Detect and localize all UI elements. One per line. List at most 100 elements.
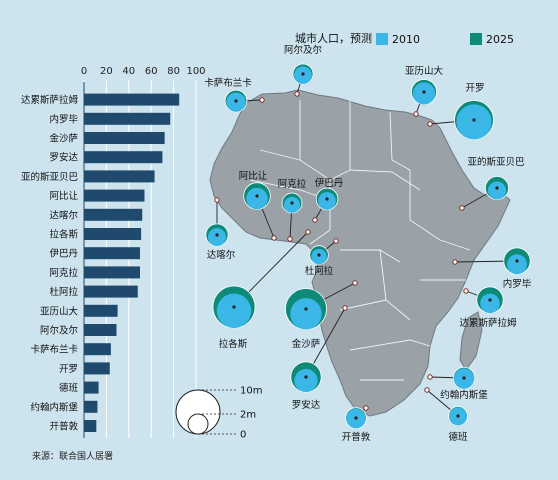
city-label: 杜阿拉 bbox=[305, 265, 334, 277]
bubble-center bbox=[304, 307, 308, 311]
category-label: 卡萨布兰卡 bbox=[30, 344, 78, 356]
category-label: 罗安达 bbox=[49, 152, 78, 164]
city-label: 德班 bbox=[448, 431, 468, 443]
bubble-center bbox=[462, 376, 466, 380]
bar bbox=[84, 93, 180, 106]
size-circle-2m bbox=[187, 413, 209, 435]
bar bbox=[84, 343, 111, 356]
bubble-center bbox=[472, 118, 476, 122]
category-label: 阿比让 bbox=[49, 190, 78, 202]
bar-chart: 0 20 40 60 80 100 达累斯萨拉姆内罗毕金沙萨罗安达亚的斯亚贝巴阿比让达喀尔拉… bbox=[21, 66, 206, 438]
bar bbox=[84, 420, 97, 432]
legend-label: 2025 bbox=[486, 33, 514, 46]
bar bbox=[84, 324, 117, 336]
category-label: 亚的斯亚贝巴 bbox=[21, 171, 78, 183]
bubble-center bbox=[290, 201, 294, 205]
city-label: 亚历山大 bbox=[405, 65, 444, 77]
bubble-2010 bbox=[311, 248, 327, 265]
city-label: 拉各斯 bbox=[219, 338, 248, 350]
bubble-2010 bbox=[487, 181, 507, 200]
city-marker bbox=[342, 305, 348, 311]
chart-title: 城市人口，预测 bbox=[295, 31, 372, 45]
bubble-2010 bbox=[290, 298, 322, 330]
africa-landmass bbox=[209, 89, 511, 417]
bar bbox=[84, 170, 155, 183]
bubble-center bbox=[215, 233, 219, 237]
bar bbox=[84, 247, 140, 260]
bubble-2010 bbox=[507, 254, 527, 275]
category-label: 德班 bbox=[59, 382, 79, 394]
bubble-center bbox=[488, 298, 492, 302]
category-label: 亚历山大 bbox=[40, 305, 79, 317]
city-label: 达喀尔 bbox=[207, 249, 236, 261]
size-label: 0 bbox=[240, 430, 246, 441]
bubble-center bbox=[234, 99, 238, 103]
x-tick-label: 80 bbox=[167, 66, 180, 77]
city-label: 卡萨布兰卡 bbox=[204, 77, 252, 89]
city-marker bbox=[427, 374, 433, 380]
city-marker bbox=[459, 205, 465, 211]
bar bbox=[84, 266, 140, 279]
bubble-center bbox=[495, 186, 499, 190]
bar bbox=[84, 208, 143, 221]
city-label: 阿尔及尔 bbox=[284, 44, 323, 56]
city-marker bbox=[424, 387, 430, 393]
city-label: 开罗 bbox=[465, 83, 484, 94]
bubble-center bbox=[325, 197, 329, 201]
category-label: 杜阿拉 bbox=[49, 286, 78, 298]
city-label: 罗安达 bbox=[292, 399, 321, 411]
legend-swatch bbox=[470, 33, 482, 45]
city-label: 开普敦 bbox=[342, 431, 371, 443]
bar bbox=[84, 400, 98, 413]
city-label: 亚的斯亚贝巴 bbox=[467, 156, 524, 168]
x-tick-label: 20 bbox=[100, 66, 113, 77]
bar bbox=[84, 362, 110, 375]
bar bbox=[84, 381, 99, 394]
bubble-center bbox=[304, 375, 308, 379]
africa-map bbox=[209, 89, 511, 417]
bubble-2010 bbox=[318, 192, 336, 210]
city-label: 约翰内斯堡 bbox=[440, 389, 488, 401]
category-label: 伊巴丹 bbox=[49, 248, 78, 260]
category-label: 开普敦 bbox=[49, 421, 78, 433]
bubble-2010 bbox=[207, 228, 227, 247]
city-marker bbox=[287, 236, 293, 242]
category-label: 开罗 bbox=[59, 364, 78, 375]
city-label: 金沙萨 bbox=[292, 338, 321, 350]
city-marker bbox=[463, 288, 469, 294]
city-label: 内罗毕 bbox=[503, 278, 532, 290]
bar bbox=[84, 132, 165, 144]
bubble-center bbox=[422, 90, 426, 94]
legend: 城市人口，预测 2010 2025 bbox=[295, 31, 514, 46]
bar bbox=[84, 228, 142, 240]
bubble-center bbox=[515, 259, 519, 263]
bar bbox=[84, 189, 145, 202]
city-label: 阿比让 bbox=[239, 170, 268, 182]
size-legend: 10m 2m 0 bbox=[175, 386, 262, 441]
city-marker bbox=[294, 91, 300, 97]
source-note: 来源：联合国人居署 bbox=[32, 452, 114, 462]
country-borders bbox=[249, 100, 471, 381]
category-label: 阿克拉 bbox=[49, 267, 78, 279]
bubble-center bbox=[354, 416, 358, 420]
city-marker bbox=[452, 259, 458, 265]
category-label: 金沙萨 bbox=[49, 133, 78, 145]
category-label: 阿尔及尔 bbox=[40, 325, 79, 337]
city-marker bbox=[259, 97, 265, 103]
x-tick-label: 40 bbox=[122, 66, 135, 77]
size-label: 2m bbox=[240, 410, 256, 421]
bubble-2010 bbox=[216, 293, 252, 329]
city-marker bbox=[333, 238, 339, 244]
bubble-2010 bbox=[294, 368, 318, 393]
bubble-center bbox=[255, 194, 259, 198]
bar bbox=[84, 112, 171, 125]
madagascar bbox=[459, 311, 483, 371]
bubble-center bbox=[317, 253, 321, 257]
city-label: 达累斯萨拉姆 bbox=[459, 317, 517, 329]
city-marker bbox=[427, 121, 433, 127]
bubble-2010 bbox=[283, 196, 301, 213]
size-label: 10m bbox=[240, 386, 262, 397]
bubble-center bbox=[456, 414, 460, 418]
